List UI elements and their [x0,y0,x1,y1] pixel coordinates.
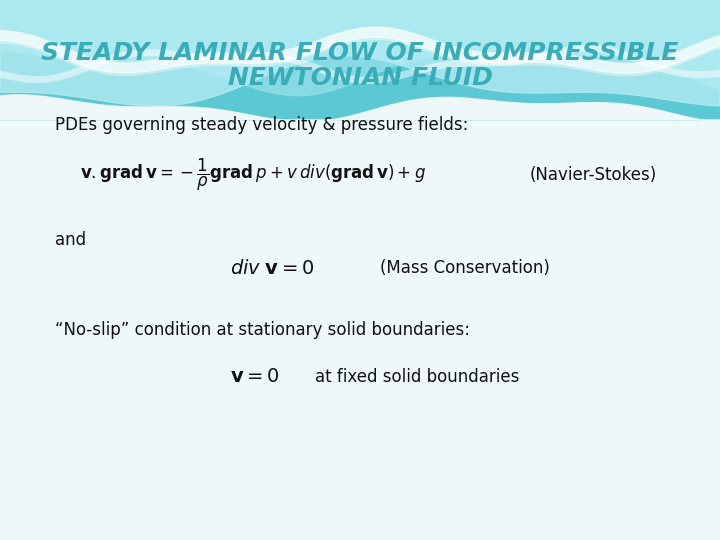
Text: (Mass Conservation): (Mass Conservation) [380,259,550,277]
Text: “No-slip” condition at stationary solid boundaries:: “No-slip” condition at stationary solid … [55,321,470,339]
Text: STEADY LAMINAR FLOW OF INCOMPRESSIBLE: STEADY LAMINAR FLOW OF INCOMPRESSIBLE [41,41,679,65]
Text: $\mathit{div}\;\mathbf{v} = 0$: $\mathit{div}\;\mathbf{v} = 0$ [230,259,314,278]
Text: and: and [55,231,86,249]
Text: NEWTONIAN FLUID: NEWTONIAN FLUID [228,66,492,90]
Text: (Navier-Stokes): (Navier-Stokes) [530,166,657,184]
Text: $\mathbf{v}.\mathbf{grad}\,\mathbf{v} = -\dfrac{1}{\rho}\mathbf{grad}\,p + v\,\m: $\mathbf{v}.\mathbf{grad}\,\mathbf{v} = … [80,157,426,193]
Text: PDEs governing steady velocity & pressure fields:: PDEs governing steady velocity & pressur… [55,116,469,134]
Text: $\mathbf{v} = 0$: $\mathbf{v} = 0$ [230,368,279,387]
Text: at fixed solid boundaries: at fixed solid boundaries [315,368,519,386]
